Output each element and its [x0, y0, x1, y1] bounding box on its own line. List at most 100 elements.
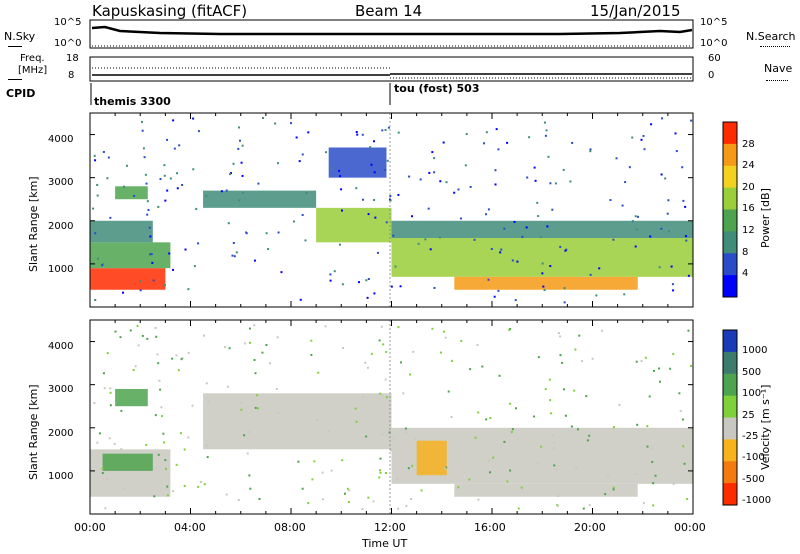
velocity-speckle — [650, 447, 653, 450]
velocity-speckle — [575, 466, 578, 469]
xtick-8: 08:00 — [274, 521, 306, 534]
velocity-speckle — [164, 459, 167, 462]
power-speckle — [329, 279, 332, 282]
power-speckle — [101, 264, 104, 267]
velocity-speckle — [93, 401, 96, 404]
freq-legend-line — [8, 79, 22, 80]
power-speckle — [682, 199, 685, 202]
velocity-speckle — [153, 495, 156, 498]
velocity-speckle — [640, 360, 643, 363]
velocity-speckle — [477, 498, 480, 501]
velocity-speckle — [553, 464, 556, 467]
power-cbar-tick-12: 12 — [742, 225, 755, 236]
power-speckle — [628, 166, 631, 169]
velocity-speckle — [509, 327, 512, 330]
power-speckle — [615, 157, 618, 160]
velocity-speckle — [120, 448, 123, 451]
velocity-speckle — [487, 459, 490, 462]
power-speckle — [232, 162, 235, 165]
velocity-echo-region-2 — [115, 388, 148, 407]
power-speckle — [542, 285, 545, 288]
power-speckle — [340, 188, 343, 191]
velocity-speckle — [361, 508, 364, 511]
power-speckle — [589, 148, 592, 151]
power-speckle — [329, 273, 332, 276]
power-speckle — [624, 181, 627, 184]
xtick-20: 20:00 — [574, 521, 606, 534]
power-speckle — [453, 191, 456, 194]
velocity-cbar-frame — [722, 329, 738, 506]
power-cbar-tick-16: 16 — [742, 203, 755, 214]
power-cbar-swatch-2 — [723, 165, 737, 189]
power-speckle — [490, 248, 493, 251]
velocity-speckle — [321, 498, 324, 501]
power-speckle — [487, 208, 490, 211]
power-speckle — [387, 126, 390, 129]
power-speckle — [487, 278, 490, 281]
velocity-speckle — [404, 427, 407, 430]
power-speckle — [664, 177, 667, 180]
power-speckle — [419, 178, 422, 181]
velocity-speckle — [103, 387, 106, 390]
velocity-speckle — [582, 507, 585, 510]
power-speckle — [192, 168, 195, 171]
power-speckle — [233, 255, 236, 258]
power-speckle — [516, 260, 519, 263]
velocity-speckle — [317, 371, 320, 374]
power-ytick-3000: 3000 — [48, 177, 74, 188]
velocity-speckle — [177, 369, 180, 372]
power-speckle — [623, 293, 626, 296]
power-speckle — [227, 222, 230, 225]
velocity-speckle — [606, 474, 609, 477]
power-speckle — [146, 213, 149, 216]
power-speckle — [563, 287, 566, 290]
power-speckle — [149, 235, 152, 238]
velocity-speckle — [687, 329, 690, 332]
velocity-speckle — [672, 482, 675, 485]
velocity-speckle — [223, 346, 226, 349]
power-speckle — [609, 199, 612, 202]
power-speckle — [397, 131, 400, 134]
power-speckle — [428, 171, 431, 174]
velocity-cbar-tick-m1000: -1000 — [742, 495, 772, 506]
velocity-speckle — [154, 326, 157, 329]
power-speckle — [178, 144, 181, 147]
velocity-speckle — [324, 325, 327, 328]
velocity-speckle — [683, 462, 686, 465]
velocity-speckle — [508, 328, 511, 331]
velocity-speckle — [237, 499, 240, 502]
velocity-speckle — [562, 388, 565, 391]
power-speckle — [431, 151, 434, 154]
velocity-speckle — [366, 366, 369, 369]
power-speckle — [399, 285, 402, 288]
power-cbar-swatch-3 — [723, 187, 737, 210]
power-speckle — [493, 295, 496, 298]
velocity-speckle — [106, 352, 109, 355]
power-speckle — [672, 289, 675, 292]
velocity-speckle — [612, 486, 615, 489]
velocity-speckle — [254, 406, 257, 409]
velocity-speckle — [183, 448, 186, 451]
velocity-speckle — [96, 441, 99, 444]
velocity-speckle — [181, 357, 184, 360]
velocity-speckle — [393, 438, 396, 441]
power-speckle — [660, 173, 663, 176]
velocity-speckle — [618, 403, 621, 406]
velocity-speckle — [203, 483, 206, 486]
velocity-speckle — [548, 378, 551, 381]
power-speckle — [109, 216, 112, 219]
velocity-cbar-swatch-0 — [723, 330, 737, 353]
velocity-speckle — [228, 347, 231, 350]
velocity-speckle — [604, 493, 607, 496]
power-cbar-swatch-1 — [723, 143, 737, 167]
velocity-speckle — [166, 485, 169, 488]
velocity-speckle — [636, 423, 639, 426]
velocity-speckle — [226, 385, 229, 388]
power-speckle — [684, 235, 687, 238]
velocity-speckle — [658, 367, 661, 370]
power-speckle — [176, 187, 179, 190]
velocity-ytick-2000: 2000 — [48, 428, 74, 439]
velocity-speckle — [574, 348, 577, 351]
nsky-legend-line — [8, 46, 22, 47]
velocity-speckle — [197, 485, 200, 488]
